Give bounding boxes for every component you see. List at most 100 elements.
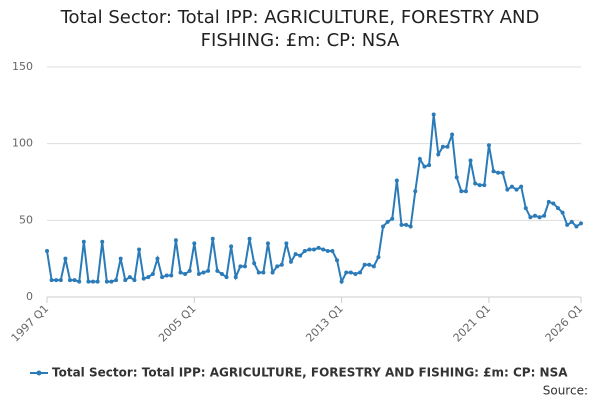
point [321,247,326,252]
point [256,270,261,275]
point [312,247,316,252]
legend-label: Total Sector: Total IPP: AGRICULTURE, FO… [52,366,568,380]
point [325,249,330,253]
point [574,224,579,229]
point [210,236,215,241]
point [417,157,422,161]
point [54,278,59,283]
point [137,247,142,252]
point [284,241,289,246]
point [482,183,487,188]
point [178,270,183,275]
point [358,270,363,275]
point [192,241,197,246]
point [537,215,542,220]
point [127,275,132,280]
x-tick-label: 1997 Q1 [9,302,52,345]
source: Source: [543,384,588,398]
point [242,264,247,269]
point [45,249,49,253]
point [542,213,547,218]
point [219,272,224,276]
point [339,279,344,284]
point [528,215,533,220]
y-tick-label: 100 [12,137,33,150]
y-tick-label: 150 [12,60,33,73]
point [394,178,399,183]
point [288,259,293,264]
point [247,236,252,241]
point [77,279,82,284]
point [279,262,284,267]
point [463,189,468,194]
point [431,112,436,117]
point [514,187,519,192]
point [307,247,312,252]
point [160,275,165,280]
point [555,206,560,211]
y-tick-label: 0 [26,290,33,303]
point [183,272,188,276]
point [450,132,455,137]
point [233,275,238,280]
point [270,270,275,275]
point [298,253,303,258]
point [169,273,174,278]
point [164,273,169,278]
point [436,152,441,157]
point [141,276,146,281]
point [459,189,464,194]
point [265,241,270,246]
point [330,249,335,253]
point [132,278,137,283]
point [335,258,340,263]
point [206,268,211,273]
point [399,222,404,227]
point [477,183,482,188]
point [505,187,510,192]
point [468,158,473,163]
point [114,278,119,283]
point [155,256,160,261]
point [118,256,123,261]
point [422,164,427,169]
x-tick-label: 2013 Q1 [303,302,346,345]
point [381,224,386,229]
point [362,262,367,267]
point [496,170,501,175]
point [404,222,409,227]
point [100,239,105,244]
point [473,181,478,186]
point [123,278,128,283]
point [196,272,201,276]
point [523,206,528,211]
point [390,216,395,221]
point [275,264,280,269]
point [81,239,86,244]
x-tick-label: 2026 Q1 [543,302,586,345]
point [353,272,358,276]
point [224,275,229,280]
x-tick-label: 2021 Q1 [451,302,494,345]
point [229,244,234,249]
point [63,256,68,261]
point [579,221,583,226]
point [408,224,413,229]
point [486,143,491,148]
point [238,264,243,269]
point [316,245,321,250]
point [49,278,54,283]
series-line [46,114,582,285]
point [385,219,390,224]
point [173,238,178,243]
point [252,261,257,266]
point [72,278,77,283]
point [491,169,496,174]
y-tick-label: 50 [19,213,33,226]
point [104,279,109,284]
point [367,262,372,267]
legend-marker [36,370,42,376]
point [187,268,192,273]
point [427,163,432,168]
